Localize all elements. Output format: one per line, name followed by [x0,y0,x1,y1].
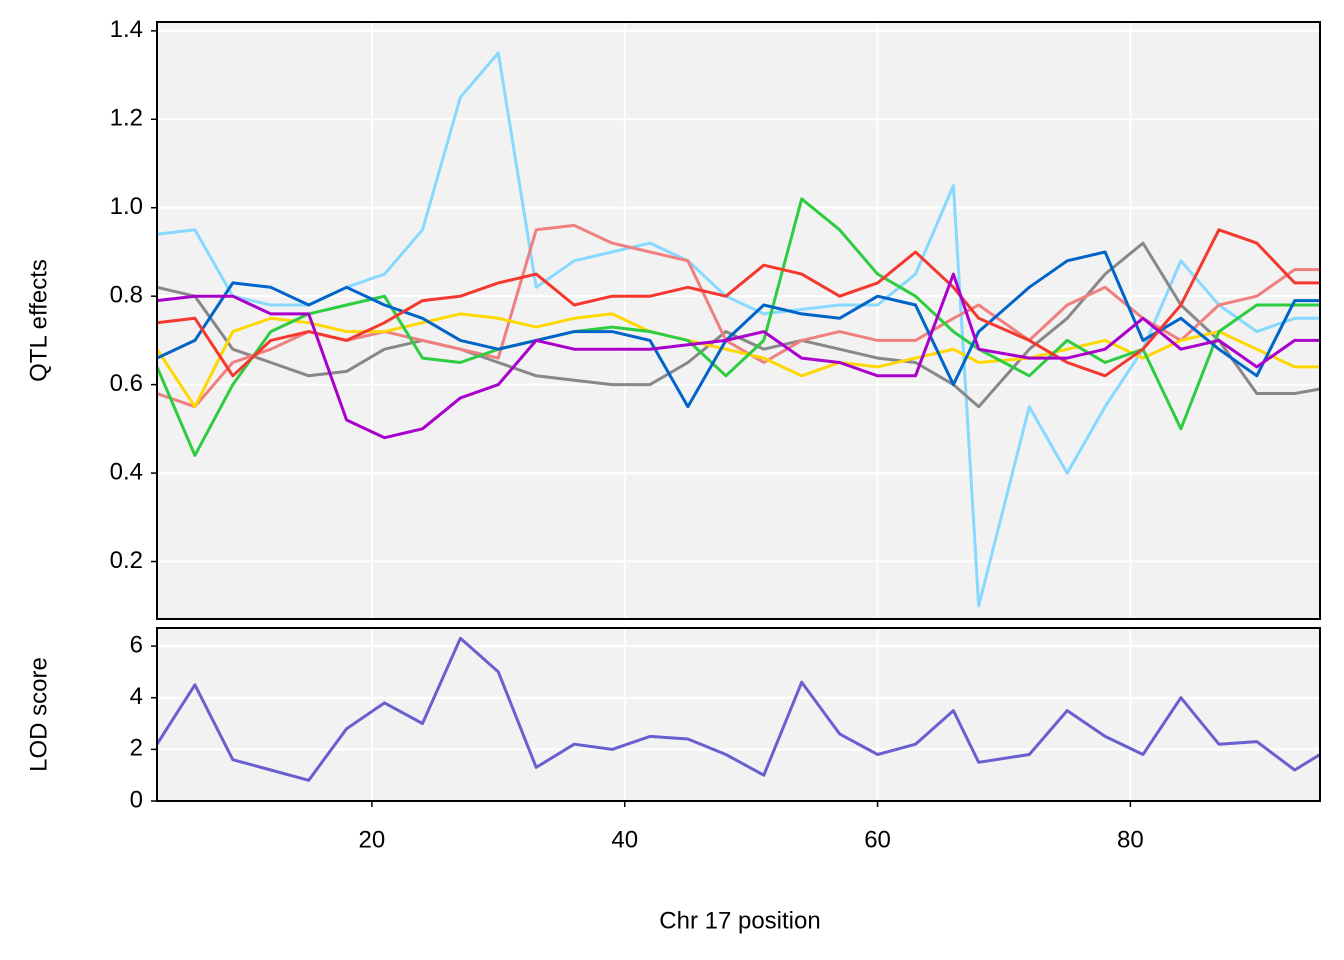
x-tick-label: 60 [864,826,891,853]
series-line [156,228,1320,378]
y-tick-label: 4 [130,683,143,710]
series-line [156,241,1321,409]
series-line [156,250,1320,409]
series-line [156,272,1320,440]
plot-background [157,628,1320,801]
plot-border [156,21,1321,620]
plot-border [156,627,1321,802]
plot-background [157,22,1320,619]
y-tick-label: 1.2 [110,105,143,132]
y-tick-label: 0 [130,786,143,813]
y-tick-label: 1.4 [110,16,143,43]
y-axis-label: LOD score [25,657,52,772]
x-axis-label: Chr 17 position [659,907,820,934]
series-line [155,636,1321,782]
x-tick-label: 40 [611,826,638,853]
y-tick-label: 2 [130,735,143,762]
x-tick-label: 80 [1117,826,1144,853]
y-tick-label: 0.4 [110,458,143,485]
y-tick-label: 1.0 [110,193,143,220]
y-tick-label: 0.2 [110,547,143,574]
y-tick-label: 6 [130,631,143,658]
y-tick-label: 0.8 [110,282,143,309]
series-line [155,197,1320,457]
y-tick-label: 0.6 [110,370,143,397]
x-tick-label: 20 [359,826,386,853]
y-axis-label: QTL effects [25,259,52,382]
series-line [156,51,1320,608]
